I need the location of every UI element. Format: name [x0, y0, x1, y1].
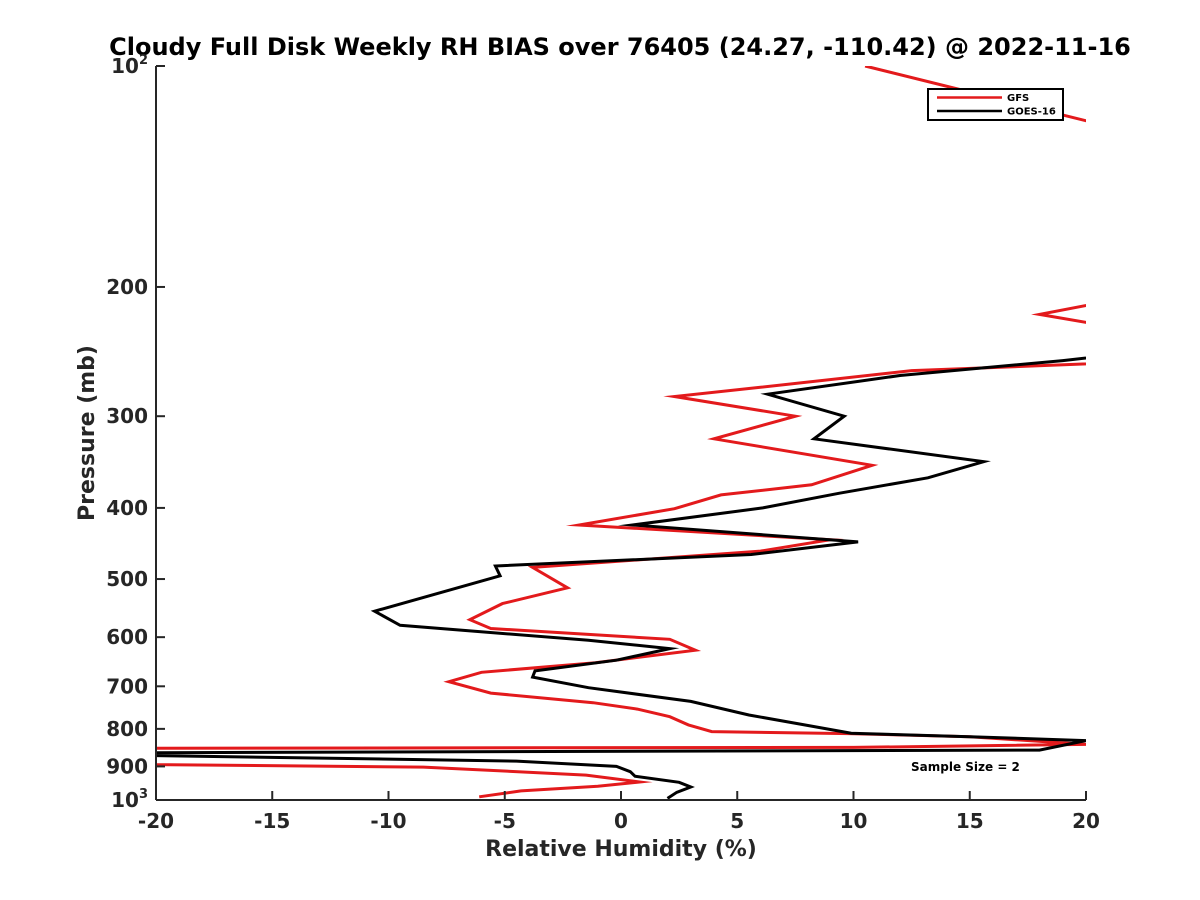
- y-tick-label: 500: [106, 567, 148, 591]
- x-tick-label: -5: [494, 809, 516, 833]
- y-tick-base: 10: [111, 54, 139, 78]
- x-tick-label: -20: [138, 809, 174, 833]
- y-tick-label: 300: [106, 404, 148, 428]
- axes: -20 -15 -10 -5 0 5 10 15 20 10220030040050060070…: [106, 53, 1100, 833]
- series-line-gfs: [156, 763, 653, 799]
- y-tick-base: 10: [111, 788, 139, 812]
- y-tick-label: 900: [106, 754, 148, 778]
- y-tick-label: 600: [106, 625, 148, 649]
- x-axis-label: Relative Humidity (%): [485, 837, 757, 862]
- y-tick-label: 200: [106, 275, 148, 299]
- sample-size-annotation: Sample Size = 2: [911, 760, 1020, 774]
- y-tick-exponent: 2: [139, 53, 148, 68]
- series-layer: [156, 66, 1086, 800]
- legend: GFS GOES-16: [927, 88, 1064, 121]
- y-tick-label: 800: [106, 717, 148, 741]
- series-line-gfs: [1031, 303, 1086, 324]
- x-tick-label: -15: [254, 809, 290, 833]
- series-line-goes16: [156, 754, 695, 800]
- legend-label-gfs: GFS: [1007, 93, 1029, 104]
- x-tick-label: -10: [370, 809, 406, 833]
- x-tick-label: 10: [840, 809, 868, 833]
- series-goes16: [156, 356, 1086, 800]
- y-tick-label: 700: [106, 674, 148, 698]
- series-line-gfs: [156, 362, 1086, 750]
- x-tick-label: 20: [1072, 809, 1100, 833]
- x-tick-label: 5: [730, 809, 744, 833]
- y-tick-label: 102: [111, 53, 148, 78]
- legend-label-goes16: GOES-16: [1007, 107, 1056, 118]
- y-tick-exponent: 3: [139, 787, 148, 802]
- x-tick-label: 0: [614, 809, 628, 833]
- y-tick-label: 103: [111, 787, 148, 812]
- y-axis-label: Pressure (mb): [75, 345, 100, 521]
- chart-title: Cloudy Full Disk Weekly RH BIAS over 764…: [109, 33, 1131, 61]
- y-tick-label: 400: [106, 496, 148, 520]
- series-gfs: [156, 66, 1086, 799]
- series-line-goes16: [156, 356, 1086, 755]
- x-ticks: -20 -15 -10 -5 0 5 10 15 20: [138, 791, 1100, 833]
- x-tick-label: 15: [956, 809, 984, 833]
- legend-box: [927, 88, 1064, 121]
